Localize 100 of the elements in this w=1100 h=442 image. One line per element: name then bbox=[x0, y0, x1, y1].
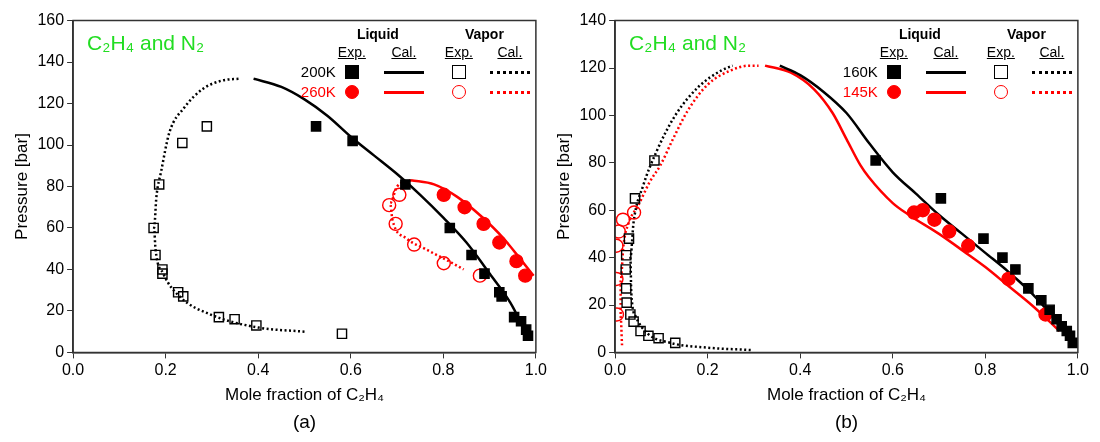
point bbox=[406, 237, 422, 252]
text: (b) bbox=[834, 411, 859, 433]
x-tick-label: 0.4 bbox=[247, 361, 270, 379]
point bbox=[927, 212, 942, 227]
y-tick-label: 140 bbox=[37, 52, 65, 70]
annotation: C₂H₄ and N₂ bbox=[87, 31, 205, 55]
point bbox=[629, 193, 641, 204]
annotation: Liquid bbox=[356, 25, 399, 42]
annotation: Exp. bbox=[444, 43, 473, 60]
point bbox=[251, 320, 262, 331]
point bbox=[479, 268, 490, 279]
point bbox=[653, 332, 664, 344]
point bbox=[518, 268, 533, 283]
annotation: Vapor bbox=[1006, 25, 1046, 42]
y-axis-title: Pressure [bar] bbox=[553, 133, 573, 240]
x-tick-label: 0.8 bbox=[974, 361, 997, 379]
point bbox=[978, 233, 989, 244]
annotation: C₂H₄ and N₂ bbox=[629, 31, 747, 55]
y-tick-label: 100 bbox=[579, 105, 607, 123]
point bbox=[935, 193, 947, 204]
point bbox=[649, 155, 660, 166]
annotation: Exp. bbox=[879, 43, 908, 60]
point bbox=[997, 252, 1008, 263]
x-tick-label: 0.2 bbox=[154, 361, 177, 379]
point bbox=[870, 155, 881, 166]
point bbox=[621, 297, 632, 308]
y-tick-label: 80 bbox=[588, 153, 607, 171]
y-tick-label: 0 bbox=[597, 342, 607, 360]
y-tick-label: 120 bbox=[37, 93, 65, 111]
point bbox=[148, 222, 159, 234]
annotation: Exp. bbox=[337, 43, 366, 60]
x-tick-label: 0.6 bbox=[339, 361, 362, 379]
point bbox=[1023, 283, 1034, 294]
x-tick-label: 0.0 bbox=[603, 361, 627, 379]
point bbox=[177, 291, 189, 302]
x-axis-title: Mole fraction of C₂H₄ bbox=[766, 385, 927, 405]
x-tick-label: 0.4 bbox=[789, 361, 812, 379]
point bbox=[150, 249, 161, 261]
point bbox=[643, 330, 654, 342]
point bbox=[522, 330, 534, 342]
y-tick-label: 80 bbox=[46, 176, 65, 194]
point bbox=[1036, 294, 1047, 306]
point bbox=[466, 249, 477, 261]
point bbox=[1044, 304, 1055, 316]
y-tick-label: 120 bbox=[579, 58, 607, 76]
point bbox=[1001, 271, 1016, 287]
y-axis-title: Pressure [bar] bbox=[11, 133, 31, 240]
point bbox=[472, 268, 488, 283]
annotation: Exp. bbox=[986, 43, 1015, 60]
point bbox=[635, 325, 646, 337]
point bbox=[961, 238, 976, 253]
point bbox=[177, 137, 188, 149]
point bbox=[457, 200, 472, 215]
point bbox=[915, 203, 931, 218]
point bbox=[381, 197, 397, 213]
x-tick-label: 1.0 bbox=[524, 361, 548, 379]
text: (a) bbox=[292, 411, 317, 433]
point bbox=[669, 337, 681, 349]
point bbox=[942, 224, 957, 239]
point bbox=[1067, 337, 1078, 349]
point bbox=[1010, 264, 1021, 275]
point bbox=[436, 256, 451, 271]
x-tick-label: 1.0 bbox=[1066, 361, 1090, 379]
point bbox=[620, 264, 632, 275]
x-tick-label: 0.6 bbox=[881, 361, 904, 379]
point bbox=[310, 121, 322, 132]
point bbox=[400, 179, 411, 190]
point bbox=[623, 233, 635, 244]
point bbox=[172, 286, 184, 298]
point bbox=[392, 187, 407, 202]
x-axis-title: Mole fraction of C₂H₄ bbox=[224, 385, 385, 405]
annotation: Cal. bbox=[391, 43, 417, 60]
y-tick-label: 60 bbox=[46, 218, 65, 236]
y-tick-label: 160 bbox=[37, 11, 65, 29]
point bbox=[336, 328, 348, 340]
point bbox=[229, 313, 240, 325]
point bbox=[201, 121, 213, 132]
x-tick-label: 0.0 bbox=[61, 361, 85, 379]
y-tick-label: 140 bbox=[579, 11, 607, 29]
y-tick-label: 100 bbox=[37, 135, 65, 153]
annotation: Cal. bbox=[497, 43, 523, 60]
x-tick-label: 0.8 bbox=[432, 361, 455, 379]
point bbox=[436, 187, 451, 202]
annotation: Cal. bbox=[1039, 43, 1065, 60]
legend-label: 160K bbox=[841, 62, 878, 81]
y-tick-label: 40 bbox=[46, 259, 65, 277]
point bbox=[625, 309, 636, 320]
point bbox=[509, 253, 524, 269]
point bbox=[496, 291, 507, 302]
point bbox=[213, 311, 225, 323]
x-tick-label: 0.2 bbox=[696, 361, 719, 379]
annotation: Cal. bbox=[933, 43, 959, 60]
point bbox=[157, 264, 168, 275]
y-tick-label: 20 bbox=[588, 295, 607, 313]
point bbox=[620, 283, 632, 294]
annotation: Liquid bbox=[898, 25, 941, 42]
y-tick-label: 60 bbox=[588, 200, 607, 218]
point bbox=[628, 316, 639, 327]
point bbox=[492, 235, 507, 250]
y-tick-label: 40 bbox=[588, 248, 607, 266]
